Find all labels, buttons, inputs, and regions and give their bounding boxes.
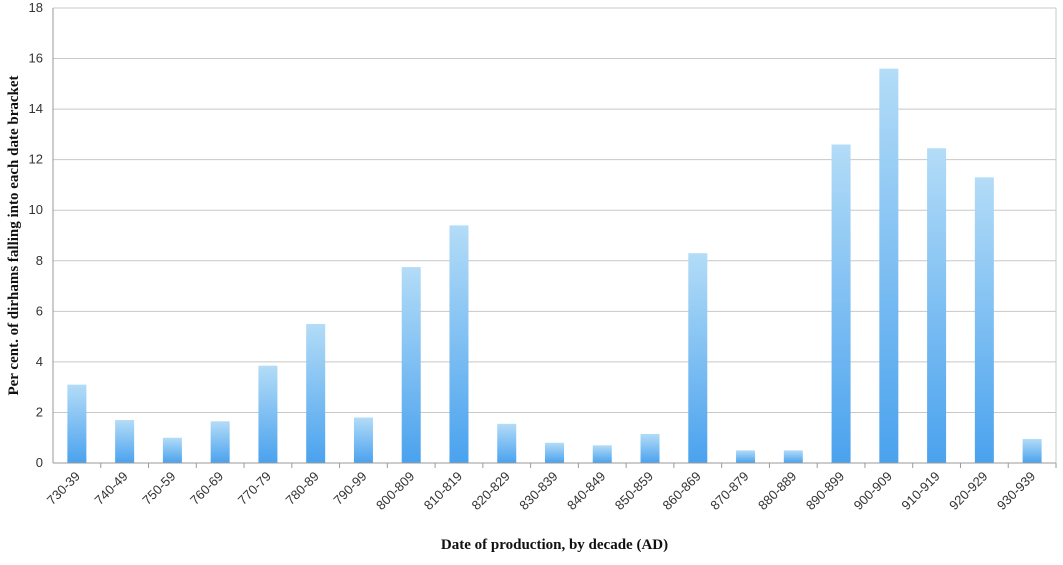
y-tick-label: 8: [36, 253, 43, 268]
bar: [783, 450, 803, 463]
bar: [449, 225, 469, 463]
bar: [210, 421, 230, 463]
x-tick-label: 900-909: [851, 469, 895, 513]
x-tick-label: 910-919: [898, 469, 942, 513]
x-tick-label: 780-89: [283, 469, 322, 508]
bars: [67, 68, 1042, 464]
bar: [545, 442, 564, 463]
x-tick-label: 830-839: [516, 469, 560, 513]
x-tick-label: 790-99: [330, 469, 369, 508]
y-tick-label: 4: [36, 354, 43, 369]
x-tick-label: 870-879: [707, 469, 751, 513]
x-axis-title: Date of production, by decade (AD): [441, 537, 668, 553]
bar: [67, 384, 87, 463]
x-tick-label: 850-859: [612, 469, 656, 513]
y-tick-label: 6: [36, 303, 43, 318]
bar: [115, 420, 135, 463]
y-tick-label: 12: [29, 152, 43, 167]
bar: [306, 323, 326, 463]
bar: [592, 445, 612, 463]
bar: [879, 68, 899, 464]
x-tick-label: 800-809: [373, 469, 417, 513]
x-tick-label: 820-829: [469, 469, 513, 513]
y-tick-labels: 0 2 4 6 8 10 12 14 16 18: [29, 0, 43, 470]
y-tick-label: 14: [29, 101, 43, 116]
x-tick-label: 930-939: [994, 469, 1038, 513]
x-tick-label: 920-929: [946, 469, 990, 513]
y-tick-label: 18: [29, 0, 43, 15]
bar: [497, 423, 517, 463]
y-tick-label: 2: [36, 404, 43, 419]
bar: [258, 365, 278, 463]
y-tick-label: 16: [29, 51, 43, 66]
bar: [640, 433, 660, 463]
bar: [162, 437, 182, 463]
bar: [974, 177, 994, 463]
y-tick-label: 0: [36, 455, 43, 470]
y-tick-label: 10: [29, 202, 43, 217]
x-tick-label: 840-849: [564, 469, 608, 513]
bar: [927, 148, 947, 463]
x-tick-label: 810-819: [421, 469, 465, 513]
bar: [353, 417, 373, 463]
x-tick-label: 750-59: [139, 469, 178, 508]
x-tick-label: 880-889: [755, 469, 799, 513]
bar: [688, 253, 708, 463]
bar: [831, 144, 851, 463]
gridlines: [53, 7, 1056, 413]
x-tick-label: 760-69: [187, 469, 226, 508]
bar: [736, 450, 756, 463]
bar: [1022, 438, 1042, 463]
bar: [401, 267, 421, 463]
x-tick-label: 860-869: [660, 469, 704, 513]
x-tick-label: 770-79: [235, 469, 274, 508]
y-axis-title: Per cent. of dirhams falling into each d…: [6, 75, 22, 395]
x-tick-label: 890-899: [803, 469, 847, 513]
axes: [52, 8, 1057, 468]
x-tick-label: 740-49: [92, 469, 131, 508]
x-tick-label: 730-39: [44, 469, 83, 508]
x-tick-labels: 730-39 740-49 750-59 760-69 770-79 780-89 790-…: [44, 469, 1038, 513]
